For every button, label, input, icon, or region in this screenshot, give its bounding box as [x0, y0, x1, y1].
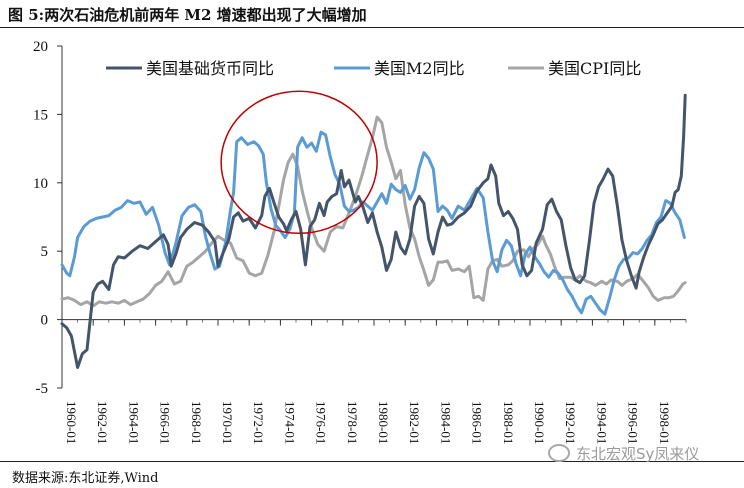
legend-label: 美国CPI同比 [548, 59, 641, 78]
chart-axes: -5 0 5 10 15 20 1960-01 1962-01 1964-01 1966-01 19… [33, 39, 687, 444]
chart-legend: 美国基础货币同比 美国M2同比 美国CPI同比 [106, 59, 641, 78]
x-tick-label: 1964-01 [126, 401, 141, 444]
highlight-circle [220, 90, 378, 235]
top-rule [0, 27, 744, 28]
x-tick-label: 1970-01 [220, 401, 235, 444]
source-note: 数据来源:东北证券,Wind [12, 471, 159, 486]
x-tick-label: 1972-01 [251, 401, 266, 444]
watermark-text: 东北宏观Sy凤来仪 [576, 445, 700, 463]
x-tick-label: 1976-01 [314, 401, 329, 444]
x-tick-label: 1962-01 [95, 401, 110, 444]
series-line-0 [60, 93, 687, 369]
x-tick-label: 1996-01 [626, 401, 641, 444]
x-tick-label: 1974-01 [282, 401, 297, 444]
wechat-icon [548, 444, 570, 462]
watermark: 东北宏观Sy凤来仪 [548, 443, 699, 464]
y-tick-label: 10 [33, 176, 48, 192]
legend-label: 美国M2同比 [374, 59, 465, 78]
x-tick-label: 1984-01 [438, 401, 453, 444]
x-tick-label: 1960-01 [64, 401, 79, 444]
series-line-2 [60, 115, 687, 308]
x-tick-label: 1986-01 [470, 401, 485, 444]
bottom-rule [0, 461, 744, 462]
chart-annotation [220, 90, 378, 235]
x-tick-label: 1994-01 [594, 401, 609, 444]
x-tick-label: 1992-01 [563, 401, 578, 444]
x-tick-label: 1988-01 [501, 401, 516, 444]
y-tick-label: 0 [41, 313, 49, 329]
x-tick-label: 1990-01 [532, 401, 547, 444]
legend-label: 美国基础货币同比 [146, 59, 274, 78]
x-tick-label: 1978-01 [345, 401, 360, 444]
y-tick-label: 5 [41, 244, 49, 260]
series-line-1 [60, 130, 686, 316]
x-tick-label: 1980-01 [376, 401, 391, 444]
y-tick-label: 15 [33, 107, 48, 123]
x-tick-label: 1966-01 [158, 401, 173, 444]
x-tick-label: 1982-01 [407, 401, 422, 444]
y-tick-label: -5 [36, 381, 49, 397]
line-chart: -5 0 5 10 15 20 1960-01 1962-01 1964-01 1966-01 19… [33, 39, 687, 444]
chart-series [60, 93, 687, 369]
figure-title: 图 5:两次石油危机前两年 M2 增速都出现了大幅增加 [8, 6, 367, 24]
x-tick-label: 1998-01 [657, 401, 672, 444]
y-tick-label: 20 [33, 39, 48, 55]
x-tick-label: 1968-01 [189, 401, 204, 444]
